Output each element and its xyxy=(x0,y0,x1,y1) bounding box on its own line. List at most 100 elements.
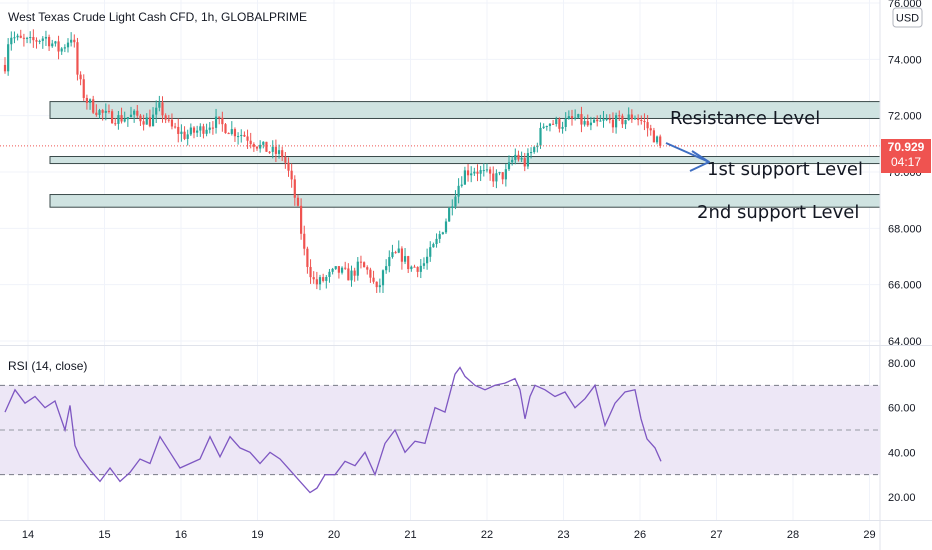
candle-body xyxy=(54,41,57,44)
candle-body xyxy=(167,119,170,121)
candle-body xyxy=(646,122,649,129)
candle-body xyxy=(514,154,517,160)
price-axis-ticks: 76.00074.00072.00070.00068.00066.00064.0… xyxy=(888,0,922,348)
candle-body xyxy=(246,136,249,141)
candle-body xyxy=(539,127,542,146)
time-axis[interactable]: 14 15 16 19 20 21 22 23 26 27 28 29 xyxy=(0,520,932,542)
candle-body xyxy=(192,127,196,133)
candle-body xyxy=(403,256,407,262)
rsi-tick-label: 60.00 xyxy=(888,403,916,415)
candle-body xyxy=(416,267,419,272)
rsi-axis-ticks: 80.00 60.00 40.00 20.00 xyxy=(888,358,916,504)
candle-body xyxy=(637,117,640,120)
candle-body xyxy=(388,257,391,267)
candle-body xyxy=(284,156,287,163)
candle-body xyxy=(542,126,545,128)
candle-body xyxy=(98,110,101,115)
rsi-tick-label: 20.00 xyxy=(888,492,916,504)
candle-body xyxy=(426,256,429,264)
time-tick-label: 23 xyxy=(557,529,569,541)
candle-body xyxy=(82,79,85,98)
candle-body xyxy=(287,162,290,171)
candle-body xyxy=(66,42,70,48)
support1-label: 1st support Level xyxy=(707,159,863,180)
candle-body xyxy=(281,150,284,157)
rsi-line xyxy=(4,366,662,494)
candle-body xyxy=(243,134,246,137)
price-tick-label: 76.000 xyxy=(888,0,922,10)
candle-body xyxy=(344,267,347,269)
candle-body xyxy=(561,126,564,129)
candle-body xyxy=(76,42,79,75)
candle-body xyxy=(422,263,426,266)
candle-body xyxy=(356,261,359,276)
candle-body xyxy=(649,128,652,131)
candle-body xyxy=(340,267,344,273)
candle-body xyxy=(385,266,388,271)
candle-body xyxy=(643,120,646,123)
candle-body xyxy=(473,171,476,174)
candle-body xyxy=(290,170,293,180)
candle-body xyxy=(659,136,662,146)
candle-body xyxy=(22,37,25,39)
candle-body xyxy=(397,248,400,253)
candle-body xyxy=(548,123,552,127)
price-tick-label: 64.000 xyxy=(888,336,922,348)
candle-body xyxy=(526,153,529,167)
candle-body xyxy=(347,268,350,281)
last-price-tag: 70.929 04:17 xyxy=(881,139,931,173)
candle-body xyxy=(630,114,633,120)
candle-body xyxy=(265,141,268,152)
currency-badge[interactable]: USD xyxy=(892,7,923,28)
candle-body xyxy=(123,119,126,122)
time-tick-label: 19 xyxy=(251,529,263,541)
candle-body xyxy=(164,115,167,120)
time-tick-label: 26 xyxy=(634,529,646,541)
candle-body xyxy=(79,74,82,80)
candle-body xyxy=(460,184,463,186)
candle-body xyxy=(218,116,221,118)
candle-body xyxy=(432,244,435,248)
rsi-pane[interactable]: RSI (14, close) 80.00 60.00 40.00 20.00 xyxy=(0,358,916,504)
candle-body xyxy=(199,126,202,131)
candle-body xyxy=(353,270,356,276)
candle-body xyxy=(107,110,111,112)
candle-body xyxy=(501,172,504,180)
candle-body xyxy=(32,36,35,41)
candle-body xyxy=(517,154,520,160)
candle-body xyxy=(489,169,492,174)
candle-body xyxy=(259,144,262,149)
candle-body xyxy=(161,102,164,116)
candle-body xyxy=(441,232,444,235)
candle-body xyxy=(51,43,54,47)
candle-body xyxy=(196,130,199,133)
price-axis[interactable]: 76.00074.00072.00070.00068.00066.00064.0… xyxy=(879,0,931,550)
candle-body xyxy=(652,130,655,143)
time-tick-label: 15 xyxy=(98,529,110,541)
time-tick-label: 29 xyxy=(863,529,875,541)
candle-body xyxy=(88,99,92,103)
candle-body xyxy=(520,158,523,160)
candle-body xyxy=(570,116,574,119)
candle-body xyxy=(133,110,136,115)
candle-body xyxy=(303,233,306,249)
candle-body xyxy=(48,36,51,47)
candle-body xyxy=(136,110,139,116)
candle-body xyxy=(435,238,438,245)
candle-body xyxy=(44,36,48,39)
price-pane[interactable]: Resistance Level 1st support Level 2nd s… xyxy=(0,0,881,520)
candle-body xyxy=(214,116,218,128)
candle-body xyxy=(523,158,526,167)
candle-body xyxy=(633,117,637,120)
candle-body xyxy=(255,146,259,149)
candle-body xyxy=(564,118,567,127)
candle-body xyxy=(498,172,501,174)
support2-label: 2nd support Level xyxy=(697,202,859,223)
candle-body xyxy=(155,107,158,115)
candle-body xyxy=(476,171,479,174)
candle-body xyxy=(35,40,38,42)
candle-body xyxy=(586,121,589,126)
price-tick-label: 72.000 xyxy=(888,111,922,123)
candle-body xyxy=(615,115,618,128)
